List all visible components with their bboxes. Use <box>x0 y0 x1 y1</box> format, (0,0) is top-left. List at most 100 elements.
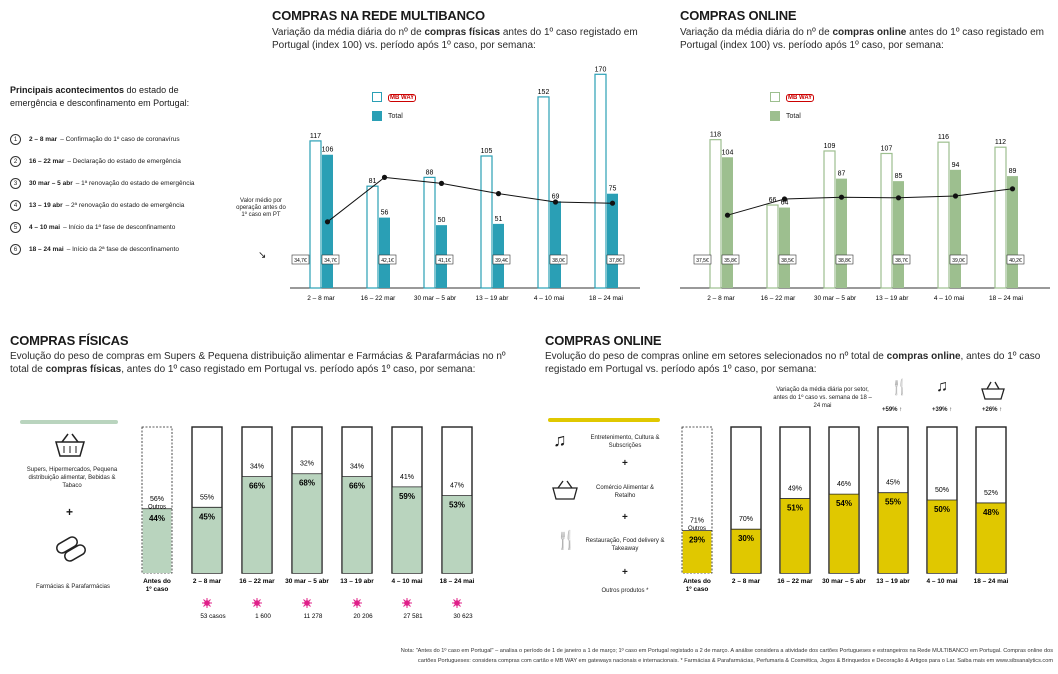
category-label: 16 – 22 mar <box>239 578 275 585</box>
cases-count: 53 casos <box>200 613 225 620</box>
avg-before-value: 37,5€ <box>696 258 709 264</box>
cutlery-icon: 🍴 <box>555 530 578 550</box>
avg-point <box>609 200 616 206</box>
category-label: 1º caso <box>146 586 169 593</box>
label-total: 51 <box>495 216 503 223</box>
stack-selected <box>878 492 908 573</box>
virus-icon <box>452 598 462 608</box>
category-label: 13 – 19 abr <box>340 578 374 585</box>
avg-value: 42,1€ <box>381 258 394 264</box>
category-label: Antes do <box>143 578 171 585</box>
bar-mbway <box>423 176 436 289</box>
event-date: 13 – 19 abr <box>29 202 63 209</box>
event-item: 5 4 – 10 mai – Início da 1ª fase de descon… <box>10 222 175 233</box>
label-mbway: 116 <box>938 134 949 141</box>
bar-mbway <box>766 204 779 289</box>
label-mbway: 170 <box>595 66 607 73</box>
label-total: 104 <box>722 149 734 156</box>
selected-value: 54% <box>836 499 852 508</box>
category-label: 2 – 8 mar <box>732 578 761 585</box>
virus-icon <box>202 598 212 608</box>
stack-selected <box>342 476 372 573</box>
outros-value: 71% <box>690 518 704 525</box>
label-total: 106 <box>322 147 334 154</box>
bar-total <box>950 169 961 288</box>
basket-variation-icon <box>981 381 1005 400</box>
stack-selected <box>142 508 172 573</box>
stack-selected <box>976 502 1006 573</box>
selected-value: 68% <box>299 479 315 488</box>
farm-label: Farmácias & Parafarmácias <box>35 584 111 590</box>
category-label: 18 – 24 mai <box>589 295 623 302</box>
event-text: – Início da 2ª fase de desconfinamento <box>66 246 179 253</box>
top-right-legend-total: Total <box>770 111 801 121</box>
arrow-icon: ↘ <box>258 250 267 261</box>
avg-before-value: 34,7€ <box>294 258 307 264</box>
avg-point <box>1009 186 1016 192</box>
avg-point <box>552 199 559 205</box>
legend-other: Outros produtos * <box>601 588 649 594</box>
stack-selected <box>292 473 322 573</box>
avg-box <box>778 254 797 265</box>
basket-icon-online <box>552 480 578 500</box>
stack-selected <box>829 494 859 573</box>
top-left-subtitle: Variação da média diária do nº de compra… <box>272 27 638 51</box>
avg-value: 38,8€ <box>838 258 851 264</box>
category-label: 30 mar – 5 abr <box>414 295 457 302</box>
event-date: 16 – 22 mar <box>29 158 65 165</box>
event-number: 5 <box>10 222 21 233</box>
label-mbway: 81 <box>369 178 377 185</box>
top-left-legend-total: Total <box>372 111 403 121</box>
category-label: 18 – 24 mai <box>974 578 1009 585</box>
outros-value: 47% <box>450 483 464 490</box>
category-label: 18 – 24 mai <box>989 295 1023 302</box>
bar-mbway <box>994 146 1007 289</box>
category-label: 30 mar – 5 abr <box>822 578 866 585</box>
avg-box <box>949 254 968 265</box>
outros-value: 34% <box>350 464 364 471</box>
outros-label: Outros <box>688 526 706 532</box>
label-total: 94 <box>952 162 960 169</box>
avg-point <box>781 196 788 202</box>
avg-box <box>435 254 454 265</box>
event-number: 1 <box>10 134 21 145</box>
event-item: 1 2 – 8 mar – Confirmação do 1º caso de co… <box>10 134 180 145</box>
avg-box <box>835 254 854 265</box>
stack-selected <box>442 495 472 573</box>
label-mbway: 107 <box>881 145 893 152</box>
music-icon: ♫ <box>553 430 567 450</box>
legend-entertainment: Entretenimento, Cultura & Subscrições <box>590 435 660 449</box>
selected-value: 66% <box>249 482 265 491</box>
bottom-right-legend-bar <box>548 418 660 422</box>
avg-box <box>492 254 511 265</box>
outros-value: 56% <box>150 496 164 503</box>
avg-value: 38,0€ <box>552 258 565 264</box>
category-label: 16 – 22 mar <box>777 578 813 585</box>
category-label: 4 – 10 mai <box>534 295 564 302</box>
bar-mbway <box>537 96 550 289</box>
avg-point <box>895 195 902 201</box>
bar-total <box>893 181 904 288</box>
outros-value: 70% <box>739 516 753 523</box>
label-mbway: 109 <box>824 143 836 150</box>
bar-mbway <box>309 140 322 289</box>
event-number: 6 <box>10 244 21 255</box>
cases-count: 30 623 <box>453 613 473 620</box>
plus-sign: + <box>66 505 74 519</box>
label-mbway: 118 <box>710 132 721 139</box>
bar-total <box>607 193 618 288</box>
category-label: 4 – 10 mai <box>934 295 964 302</box>
footnote: Nota: "Antes do 1º caso em Portugal" – a… <box>400 648 1053 664</box>
outros-value: 32% <box>300 461 314 468</box>
avg-value: 39,0€ <box>952 258 965 264</box>
outros-value: 34% <box>250 464 264 471</box>
event-text: – 2ª renovação do estado de emergência <box>65 202 185 209</box>
virus-core <box>204 600 210 606</box>
label-total: 69 <box>552 193 560 200</box>
avg-value: 40,2€ <box>1009 258 1022 264</box>
selected-value: 51% <box>787 504 803 513</box>
category-label: 2 – 8 mar <box>193 578 222 585</box>
stack-selected <box>392 486 422 573</box>
label-total: 64 <box>781 200 789 207</box>
event-text: – Início da 1ª fase de desconfinamento <box>63 224 176 231</box>
